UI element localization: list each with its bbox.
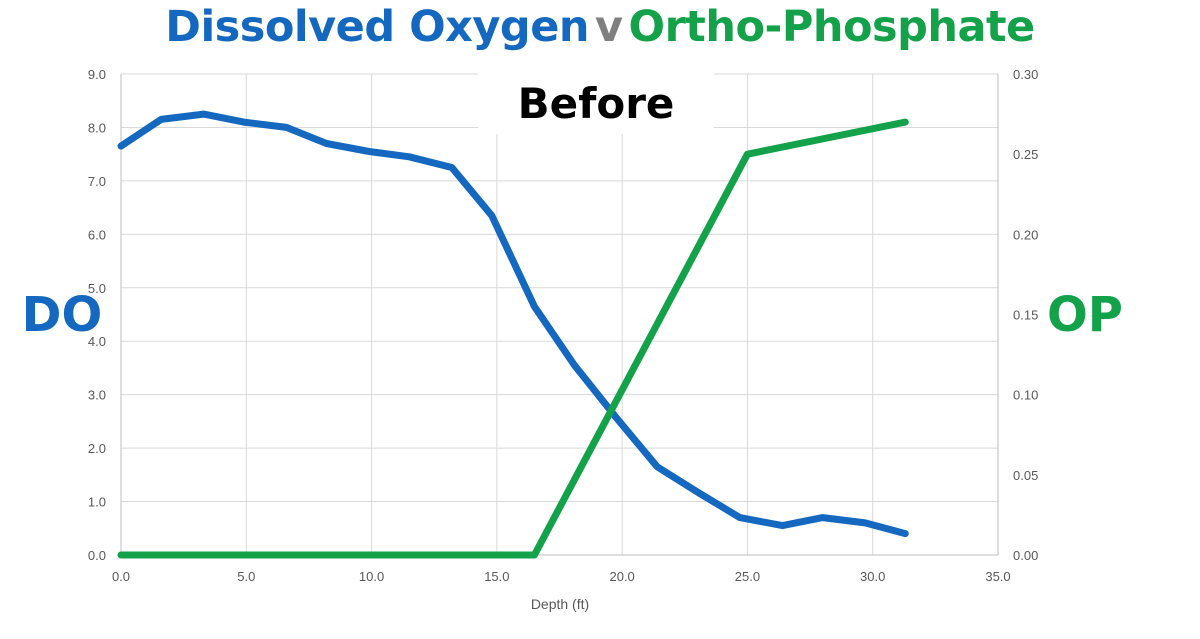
x-tick-label: 25.0 [735, 569, 760, 584]
y-right-tick-label: 0.20 [1013, 227, 1038, 242]
y-right-tick-label: 0.25 [1013, 147, 1038, 162]
y-right-tick-label: 0.10 [1013, 388, 1038, 403]
y-right-tick-label: 0.05 [1013, 468, 1038, 483]
title-do: Dissolved Oxygen [165, 2, 589, 52]
do-axis-label: DO [22, 287, 103, 343]
x-axis-label: Depth (ft) [531, 596, 589, 612]
y-left-tick-label: 5.0 [88, 281, 106, 296]
y-left-tick-label: 8.0 [88, 120, 106, 135]
x-tick-label: 5.0 [237, 569, 255, 584]
x-tick-label: 35.0 [985, 569, 1010, 584]
title-versus: v [594, 2, 623, 52]
x-tick-label: 10.0 [359, 569, 384, 584]
y-left-tick-label: 4.0 [88, 334, 106, 349]
y-right-tick-label: 0.00 [1013, 548, 1038, 563]
y-left-tick-label: 2.0 [88, 441, 106, 456]
y-left-tick-label: 9.0 [88, 67, 106, 82]
y-left-tick-label: 6.0 [88, 227, 106, 242]
y-left-tick-label: 3.0 [88, 388, 106, 403]
x-tick-label: 30.0 [860, 569, 885, 584]
gridlines [121, 73, 999, 555]
series-line-op [117, 118, 909, 559]
y-left-tick-label: 1.0 [88, 495, 106, 510]
subtitle: Before [518, 79, 675, 128]
chart-title: Dissolved Oxygen v Ortho-Phosphate [0, 2, 1200, 52]
axes: 0.0 5.0 10.0 15.0 20.0 25.0 30.0 35.0 0.0 1.0 2.0 3… [88, 67, 1038, 584]
series-group [117, 110, 909, 559]
series-line-do [117, 110, 909, 538]
op-axis-label: OP [1047, 287, 1123, 343]
x-tick-label: 20.0 [609, 569, 634, 584]
y-left-tick-label: 7.0 [88, 174, 106, 189]
y-right-tick-label: 0.30 [1013, 67, 1038, 82]
y-right-tick-label: 0.15 [1013, 308, 1038, 323]
title-op: Ortho-Phosphate [628, 2, 1036, 52]
subtitle-background [478, 70, 714, 134]
x-tick-label: 15.0 [484, 569, 509, 584]
y-left-tick-label: 0.0 [88, 548, 106, 563]
x-tick-label: 0.0 [112, 569, 130, 584]
